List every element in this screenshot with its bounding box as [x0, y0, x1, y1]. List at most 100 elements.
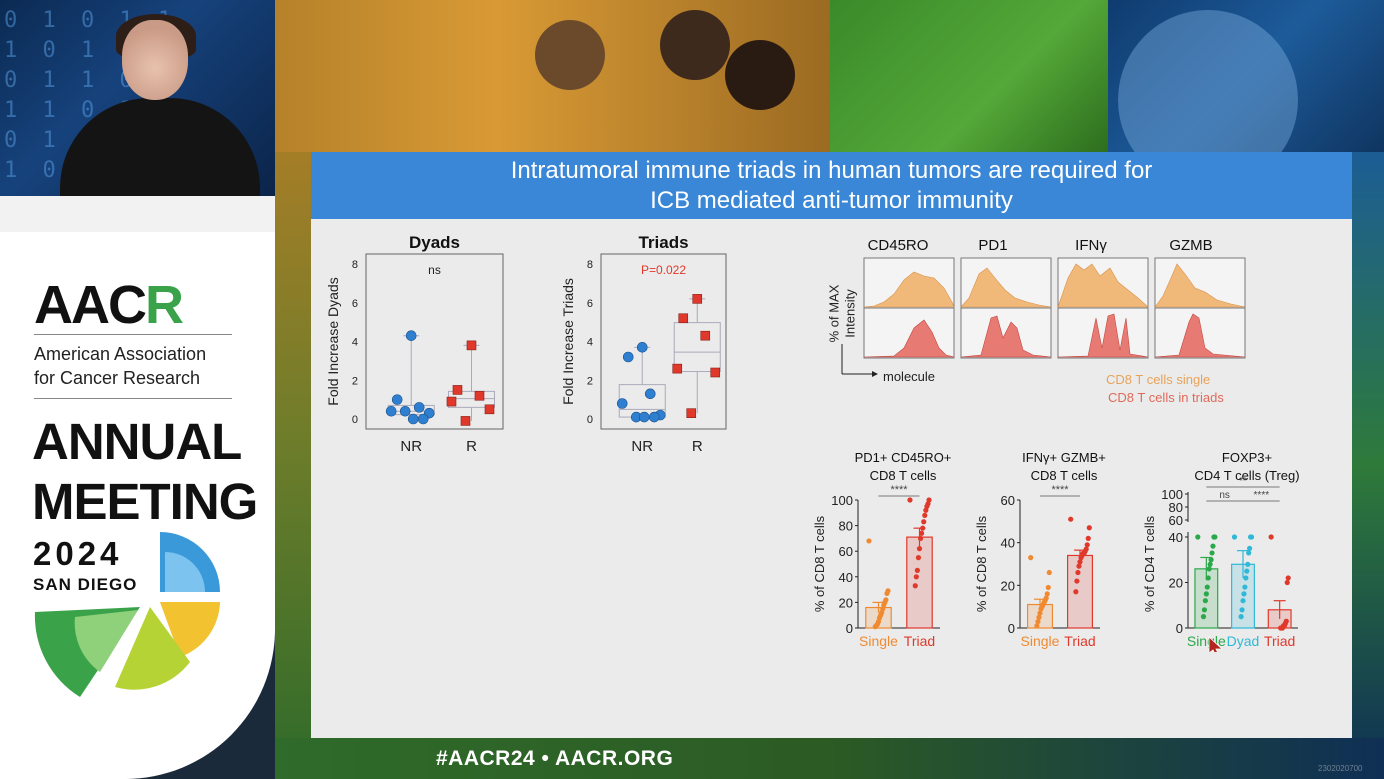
flow-xlabel: molecule [883, 369, 936, 384]
x-category-label: R [466, 438, 477, 455]
data-point [1038, 606, 1044, 612]
plot-frame [600, 253, 727, 430]
legend-single: CD8 T cells single [1106, 372, 1211, 387]
data-point [648, 411, 660, 423]
chart-title: CD8 T cells [870, 468, 937, 483]
data-point [1084, 542, 1090, 548]
x-category-label: Triad [1264, 633, 1295, 649]
data-point [692, 294, 703, 304]
data-point [1211, 534, 1217, 540]
data-point [921, 519, 927, 525]
blue-photo-tile [1108, 0, 1384, 190]
y-tick-label: 2 [587, 375, 593, 387]
y-tick-label: 20 [1169, 576, 1183, 591]
y-axis-label: Fold Increase Triads [560, 278, 576, 405]
mouse-cursor-icon [1208, 636, 1224, 652]
histogram-single [1154, 263, 1246, 308]
data-point [914, 567, 920, 573]
plot-frame [365, 253, 504, 430]
chart-title: FOXP3+ [1222, 450, 1272, 465]
data-point [1210, 543, 1216, 549]
meeting-title: ANNUAL MEETING [32, 413, 258, 530]
chart-title: CD8 T cells [1031, 468, 1098, 483]
data-point [1202, 598, 1208, 604]
y-tick-label: 40 [839, 570, 853, 585]
divider [34, 398, 232, 399]
y-tick-label: 40 [1169, 530, 1183, 545]
data-point [913, 574, 919, 580]
aacr-wheel-graphic [34, 532, 220, 697]
flow-ylabel: % of MAX Intensity [826, 284, 858, 343]
data-point [466, 340, 477, 351]
significance-label: ns [1219, 490, 1230, 501]
histogram-single [863, 271, 955, 308]
data-point [672, 363, 683, 374]
data-point [417, 413, 429, 425]
y-tick-label: 0 [1176, 621, 1183, 636]
aacr-branding-panel: AACR American Association for Cancer Res… [0, 232, 275, 779]
significance-label: **** [890, 484, 908, 496]
data-point [700, 330, 711, 341]
corner-id: 2302020700 [1318, 764, 1363, 773]
chart-title: Dyads [409, 233, 460, 252]
significance-label: **** [1254, 490, 1270, 501]
significance-annotation: P=0.022 [641, 263, 686, 277]
y-axis-label: Fold Increase Dyads [325, 277, 341, 405]
data-point [1036, 614, 1042, 620]
flow-histograms [841, 257, 1246, 377]
data-point [917, 535, 924, 541]
data-point [1240, 598, 1246, 604]
data-point [1201, 607, 1208, 613]
presentation-slide: Intratumoral immune triads in human tumo… [311, 152, 1352, 738]
histogram-single [1057, 263, 1149, 308]
person-photo [660, 10, 730, 80]
footer-hashtag: #AACR24 • AACR.ORG [436, 747, 674, 770]
data-point [872, 624, 878, 630]
data-point [407, 413, 419, 425]
data-point [638, 411, 650, 423]
box-plot-area: Dyads 0 2 4 6 8 Fold Increase Dyads ns NR R Triads… [325, 233, 727, 455]
data-point [616, 398, 628, 409]
data-point [1246, 550, 1252, 556]
data-point [710, 367, 721, 378]
y-tick-label: 40 [1001, 536, 1015, 551]
data-point [1208, 557, 1214, 563]
significance-label: ** [1239, 476, 1247, 487]
data-point [1244, 568, 1250, 574]
x-category-label: Dyad [1227, 633, 1260, 649]
data-point [1247, 545, 1253, 551]
x-category-label: NR [400, 438, 422, 455]
data-point [413, 402, 425, 413]
x-category-label: Single [1187, 633, 1226, 649]
slide-title: Intratumoral immune triads in human tumo… [311, 152, 1352, 219]
meeting-city: SAN DIEGO [33, 575, 138, 594]
chart-title: Triads [638, 233, 688, 252]
data-point [1074, 578, 1080, 584]
flow-header-ifng: IFNγ [1075, 237, 1107, 254]
data-point [1075, 569, 1081, 576]
data-point [1239, 607, 1245, 613]
data-point [916, 546, 923, 552]
green-photo-tile [830, 0, 1108, 152]
y-tick-label: 100 [1161, 487, 1183, 502]
data-point [622, 351, 634, 363]
y-tick-label: 6 [587, 298, 593, 310]
data-point [1285, 575, 1291, 581]
data-point [1200, 614, 1207, 620]
bar [1067, 554, 1094, 629]
data-point [474, 390, 485, 401]
y-tick-label: 6 [352, 298, 358, 310]
y-axis-label: % of CD8 T cells [974, 515, 989, 612]
data-point [1268, 534, 1274, 540]
x-category-label: Single [859, 633, 898, 649]
y-tick-label: 0 [587, 414, 593, 426]
histogram-triads [1154, 313, 1246, 358]
data-point [1247, 534, 1254, 540]
y-tick-label: 8 [352, 259, 358, 271]
left-strip [275, 152, 311, 779]
histogram-single [960, 267, 1052, 308]
data-point [912, 583, 918, 589]
y-tick-label: 2 [352, 375, 358, 387]
bar [906, 536, 933, 629]
